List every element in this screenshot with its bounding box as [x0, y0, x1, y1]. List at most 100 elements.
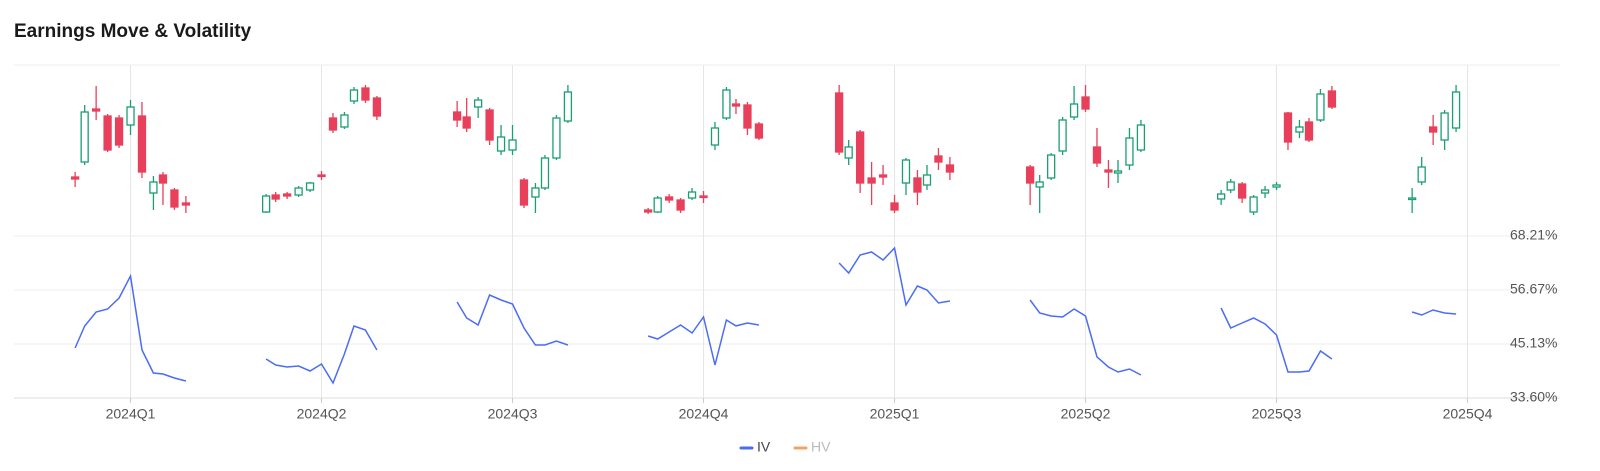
legend-item[interactable]: IV	[739, 439, 771, 455]
candle-body	[1295, 126, 1304, 133]
candle-body	[1092, 146, 1102, 164]
candle-body	[149, 181, 158, 194]
candle-body	[1440, 112, 1449, 141]
y-tick-label: 56.67%	[1510, 281, 1557, 297]
candle-body	[1327, 90, 1337, 108]
candle	[1046, 153, 1056, 180]
candle	[664, 194, 674, 203]
candle	[328, 113, 338, 133]
candle-body	[754, 123, 764, 139]
candle	[855, 130, 865, 193]
candle	[1226, 179, 1235, 193]
candle	[844, 140, 853, 165]
candle-body	[844, 146, 853, 159]
candle-body	[540, 157, 550, 189]
candle-body	[170, 189, 179, 208]
candle	[473, 97, 483, 118]
candle-body	[261, 195, 271, 213]
x-tick-label: 2024Q4	[679, 406, 729, 422]
candle-body	[676, 199, 685, 211]
candle	[540, 155, 550, 190]
candle	[890, 195, 899, 213]
candle-body	[878, 174, 888, 178]
candle-body	[361, 87, 370, 101]
candle	[1113, 160, 1123, 183]
candle	[1058, 117, 1067, 155]
candle-body	[1304, 121, 1314, 141]
candle	[282, 192, 292, 199]
candle	[1104, 160, 1113, 188]
x-tick-label: 2025Q3	[1252, 406, 1302, 422]
candle	[103, 114, 112, 152]
candle	[137, 102, 147, 178]
candle	[1136, 120, 1146, 152]
legend-item[interactable]: HV	[793, 439, 831, 455]
candle	[834, 85, 844, 155]
candle-body	[1272, 184, 1281, 188]
candle	[149, 176, 158, 210]
candle-body	[1046, 154, 1056, 179]
candle-body	[91, 108, 101, 112]
candle	[1428, 115, 1438, 145]
candle	[80, 105, 89, 165]
candle	[945, 157, 955, 180]
candle	[1092, 128, 1102, 167]
chart-title: Earnings Move & Volatility	[14, 21, 252, 42]
candle-body	[1417, 166, 1426, 183]
candle-body	[722, 89, 731, 119]
candle	[563, 85, 573, 123]
candle	[1125, 128, 1134, 170]
candle-body	[1226, 181, 1235, 191]
candle	[361, 85, 370, 103]
candle-body	[114, 117, 124, 146]
candle-body	[653, 197, 662, 213]
y-tick-label: 68.21%	[1510, 227, 1557, 243]
iv-line	[74, 246, 1457, 385]
candle	[317, 171, 326, 180]
candle	[294, 186, 303, 197]
x-tick-label: 2025Q2	[1061, 406, 1111, 422]
candle	[1304, 118, 1314, 142]
candle-body	[1104, 169, 1113, 173]
candle	[934, 148, 943, 170]
candle	[710, 122, 720, 150]
candle-body	[664, 196, 674, 201]
legend-label: IV	[757, 439, 771, 455]
candle-body	[1249, 196, 1258, 213]
candle	[508, 125, 517, 155]
candle	[91, 86, 101, 120]
candle-body	[901, 159, 911, 184]
candle-body	[1025, 166, 1035, 184]
candle	[349, 87, 359, 104]
candle	[743, 102, 752, 135]
candle	[1025, 165, 1035, 205]
candle-body	[699, 195, 708, 199]
x-tick-label: 2024Q2	[297, 406, 347, 422]
candle-body	[328, 117, 338, 131]
candle	[653, 196, 662, 213]
candle-body	[1428, 126, 1438, 133]
candle-body	[496, 136, 506, 152]
candle-body	[934, 155, 943, 163]
candle	[462, 98, 471, 132]
candle-body	[1283, 112, 1293, 143]
candle	[1069, 86, 1079, 120]
candle-body	[922, 174, 932, 186]
candle	[643, 208, 653, 214]
candle	[372, 96, 382, 120]
candle-body	[1260, 189, 1270, 194]
candle-body	[1407, 197, 1417, 201]
candle-body	[349, 89, 359, 102]
candle-body	[181, 202, 191, 206]
candle-body	[1316, 93, 1325, 121]
candle-body	[531, 187, 540, 198]
candle-body	[508, 139, 517, 151]
candle-body	[710, 127, 720, 146]
candle-body	[1058, 119, 1067, 152]
y-tick-label: 33.60%	[1510, 389, 1557, 405]
candle	[519, 178, 529, 208]
candle-body	[294, 187, 303, 196]
candle	[305, 182, 315, 192]
candle	[1283, 112, 1293, 150]
